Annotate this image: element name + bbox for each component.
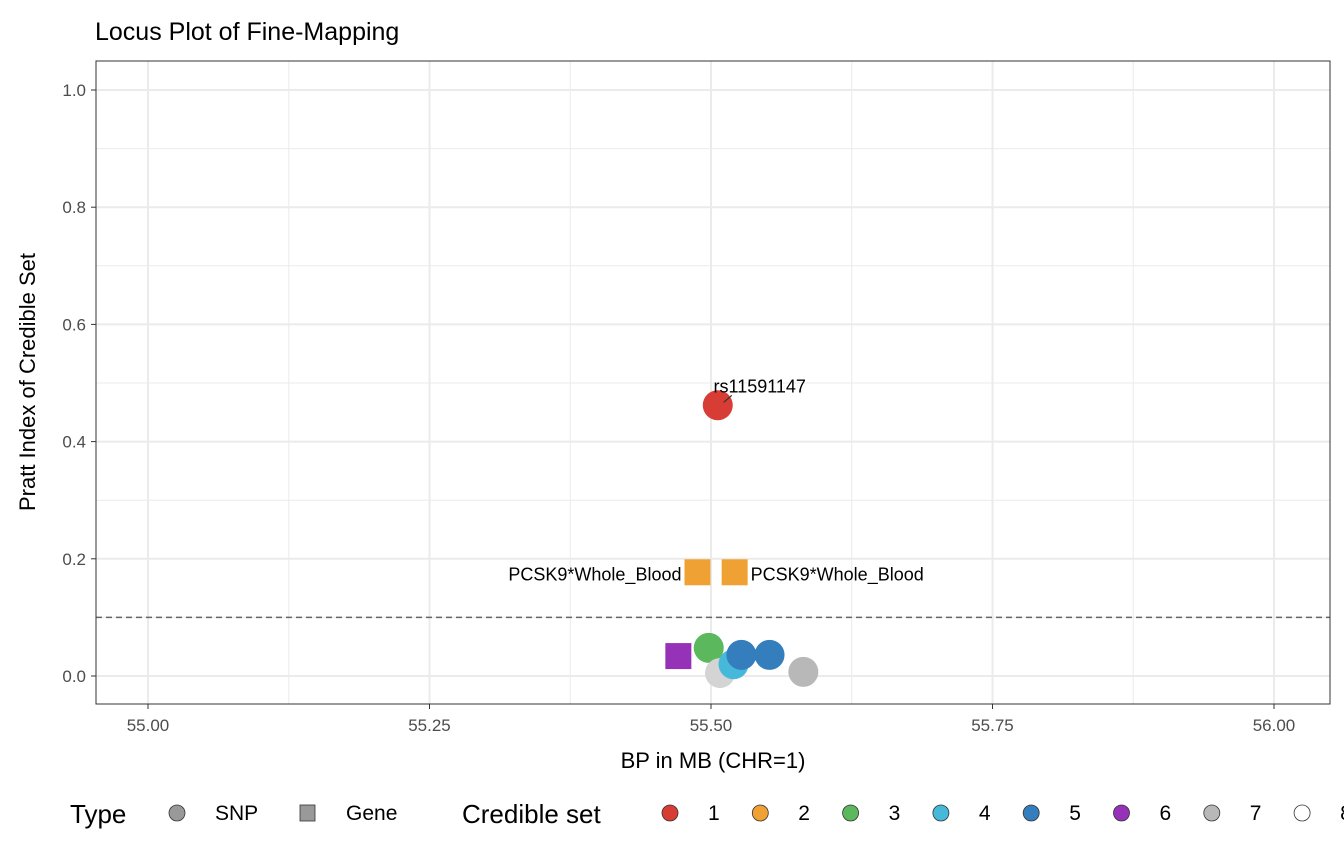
legend-set-8-icon — [1293, 804, 1311, 822]
snp-point — [693, 632, 724, 663]
legend-set-6-icon — [1113, 804, 1130, 822]
legend-item-label: 6 — [1160, 802, 1172, 825]
y-tick-label: 1.0 — [62, 81, 86, 100]
x-tick-label: 55.50 — [690, 716, 733, 735]
legend-item-label: 2 — [798, 802, 810, 825]
snp-point — [702, 390, 733, 421]
x-tick-label: 55.00 — [127, 716, 170, 735]
y-tick-label: 0.6 — [62, 315, 86, 334]
chart-title: Locus Plot of Fine-Mapping — [95, 18, 399, 46]
legend-set-4-icon — [932, 804, 950, 822]
legend-item-label: SNP — [215, 802, 258, 825]
legend-item-label: Gene — [346, 802, 397, 825]
legend-gene-icon — [299, 804, 316, 822]
label-pointer — [723, 394, 733, 403]
snp-point — [788, 656, 819, 687]
y-axis-label: Pratt Index of Credible Set — [15, 253, 40, 511]
y-tick-label: 0.0 — [62, 667, 86, 686]
legend-type-title: Type — [70, 799, 126, 829]
point-label: PCSK9*Whole_Blood — [751, 564, 924, 585]
legend-set-2-icon — [751, 804, 769, 822]
x-axis-label: BP in MB (CHR=1) — [621, 748, 806, 773]
legend-item-label: 3 — [889, 802, 901, 825]
x-tick-label: 55.25 — [408, 716, 451, 735]
legend-set-7-icon — [1203, 804, 1221, 822]
point-label: rs11591147 — [714, 376, 806, 396]
legend-item-label: 7 — [1250, 802, 1262, 825]
snp-point — [754, 639, 785, 670]
legend-set-1-icon — [661, 804, 679, 822]
snp-point — [726, 639, 757, 670]
x-tick-label: 56.00 — [1253, 716, 1296, 735]
legend-snp-icon — [168, 804, 186, 822]
point-label: PCSK9*Whole_Blood — [508, 564, 681, 585]
gene-point — [665, 643, 692, 670]
gene-point — [721, 559, 748, 586]
y-tick-label: 0.4 — [62, 433, 86, 452]
legend-item-label: 5 — [1069, 802, 1081, 825]
gene-point — [684, 559, 711, 586]
legend-set-5-icon — [1022, 804, 1040, 822]
y-tick-label: 0.8 — [62, 198, 86, 217]
legend-set-title: Credible set — [462, 799, 602, 829]
y-tick-label: 0.2 — [62, 550, 86, 569]
legend-item-label: 4 — [979, 802, 991, 825]
legend-set-3-icon — [842, 804, 859, 822]
x-tick-label: 55.75 — [971, 716, 1014, 735]
legend-item-label: 8 — [1340, 802, 1344, 825]
legend-item-label: 1 — [708, 802, 720, 825]
plot-panel-border — [95, 60, 1331, 705]
